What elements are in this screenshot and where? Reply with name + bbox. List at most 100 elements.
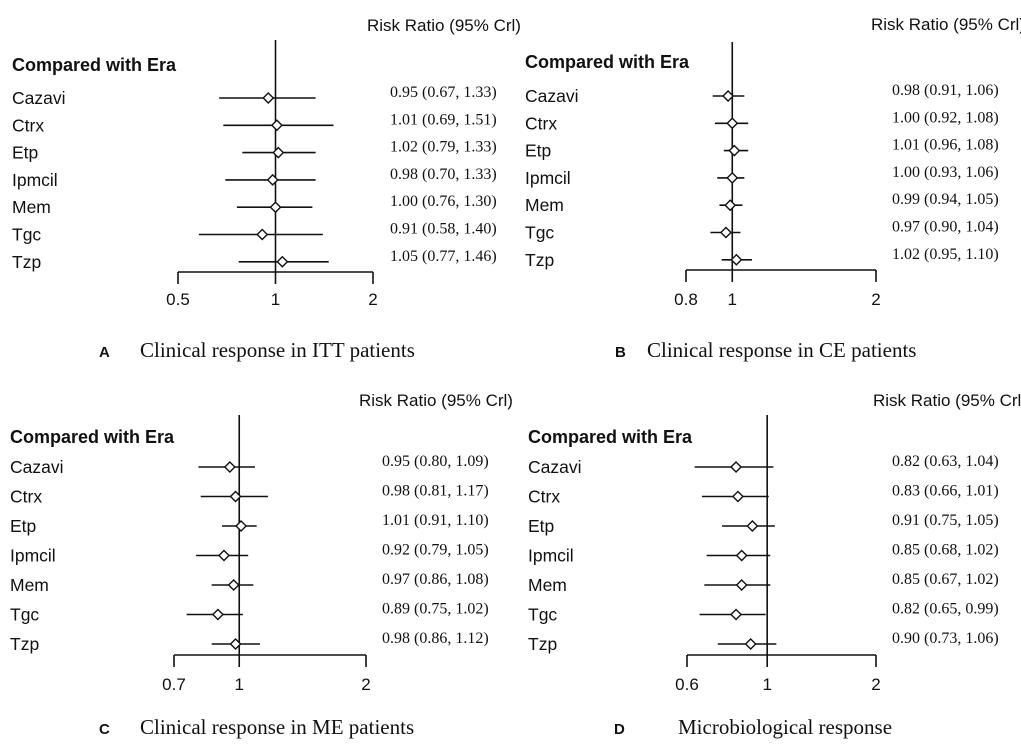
panel-caption: Microbiological response bbox=[678, 715, 892, 739]
estimate-marker bbox=[219, 551, 229, 561]
estimate-marker bbox=[729, 146, 739, 156]
estimate-marker bbox=[737, 580, 747, 590]
estimate-text: 0.98 (0.81, 1.17) bbox=[382, 483, 489, 500]
x-tick-label: 1 bbox=[271, 290, 280, 309]
panel-a: Risk Ratio (95% Crl) Compared with Era Caz… bbox=[12, 16, 521, 362]
treatment-label: Cazavi bbox=[12, 88, 66, 108]
estimate-marker bbox=[727, 118, 737, 128]
estimate-text: 0.97 (0.90, 1.04) bbox=[892, 219, 999, 236]
panel-letter: C bbox=[99, 721, 110, 738]
estimate-text: 0.90 (0.73, 1.06) bbox=[892, 630, 999, 647]
treatment-label: Ipmcil bbox=[10, 546, 56, 566]
estimate-marker bbox=[747, 521, 757, 531]
treatment-label: Etp bbox=[528, 516, 554, 536]
treatment-label: Cazavi bbox=[528, 457, 582, 477]
treatment-label: Ipmcil bbox=[12, 170, 58, 190]
panel-caption: Clinical response in CE patients bbox=[647, 338, 916, 362]
estimate-marker bbox=[229, 580, 239, 590]
estimate-text: 0.83 (0.66, 1.01) bbox=[892, 483, 999, 500]
treatment-label: Ipmcil bbox=[525, 168, 571, 188]
estimate-text: 0.82 (0.63, 1.04) bbox=[892, 453, 999, 470]
treatment-label: Cazavi bbox=[10, 457, 64, 477]
panel-caption: Clinical response in ITT patients bbox=[140, 338, 415, 362]
treatment-label: Ipmcil bbox=[528, 546, 574, 566]
estimate-text: 1.00 (0.92, 1.08) bbox=[892, 109, 999, 126]
estimate-text: 1.02 (0.95, 1.10) bbox=[892, 246, 999, 263]
panel-c: Risk Ratio (95% Crl) Compared with Era Caz… bbox=[10, 391, 513, 739]
treatment-label: Mem bbox=[525, 195, 564, 215]
estimate-text: 0.99 (0.94, 1.05) bbox=[892, 191, 999, 208]
estimate-marker bbox=[225, 462, 235, 472]
estimate-marker bbox=[272, 120, 282, 130]
x-tick-label: 2 bbox=[361, 675, 370, 694]
estimate-marker bbox=[277, 257, 287, 267]
x-tick-label: 2 bbox=[871, 290, 880, 309]
treatment-label: Ctrx bbox=[525, 113, 557, 133]
x-tick-label: 0.7 bbox=[162, 675, 186, 694]
measure-label: Risk Ratio (95% Crl) bbox=[871, 15, 1021, 34]
estimate-marker bbox=[746, 639, 756, 649]
estimate-text: 0.95 (0.67, 1.33) bbox=[390, 84, 497, 101]
estimate-marker bbox=[721, 228, 731, 238]
x-tick-label: 2 bbox=[368, 290, 377, 309]
estimate-text: 1.00 (0.93, 1.06) bbox=[892, 164, 999, 181]
panel-letter: B bbox=[615, 344, 626, 361]
estimate-marker bbox=[263, 93, 273, 103]
estimate-text: 1.05 (0.77, 1.46) bbox=[390, 248, 497, 265]
x-tick-label: 1 bbox=[234, 675, 243, 694]
estimate-marker bbox=[731, 462, 741, 472]
estimate-text: 0.98 (0.91, 1.06) bbox=[892, 82, 999, 99]
measure-label: Risk Ratio (95% Crl) bbox=[359, 391, 513, 410]
estimate-text: 0.82 (0.65, 0.99) bbox=[892, 601, 999, 618]
estimate-text: 0.89 (0.75, 1.02) bbox=[382, 601, 489, 618]
treatment-label: Etp bbox=[12, 143, 38, 163]
treatment-label: Mem bbox=[10, 575, 49, 595]
estimate-text: 0.85 (0.67, 1.02) bbox=[892, 571, 999, 588]
treatment-label: Etp bbox=[525, 141, 551, 161]
panel-b: Risk Ratio (95% Crl)Compared with EraCaz… bbox=[525, 15, 1021, 362]
estimate-marker bbox=[271, 202, 281, 212]
estimate-text: 1.02 (0.79, 1.33) bbox=[390, 139, 497, 156]
panel-letter: D bbox=[614, 721, 625, 738]
x-tick-label: 1 bbox=[762, 675, 771, 694]
estimate-text: 0.85 (0.68, 1.02) bbox=[892, 542, 999, 559]
forest-plot-figure: Risk Ratio (95% Crl) Compared with Era Caz… bbox=[0, 0, 1021, 749]
estimate-marker bbox=[731, 610, 741, 620]
estimate-text: 1.01 (0.69, 1.51) bbox=[390, 111, 497, 128]
estimate-text: 0.92 (0.79, 1.05) bbox=[382, 542, 489, 559]
treatment-label: Tzp bbox=[12, 252, 41, 272]
treatment-label: Tgc bbox=[12, 225, 41, 245]
group-header: Compared with Era bbox=[528, 427, 693, 447]
estimate-marker bbox=[727, 173, 737, 183]
estimate-text: 0.91 (0.75, 1.05) bbox=[892, 512, 999, 529]
x-tick-label: 1 bbox=[728, 290, 737, 309]
estimate-text: 0.98 (0.86, 1.12) bbox=[382, 630, 489, 647]
estimate-marker bbox=[257, 230, 267, 240]
panel-letter: A bbox=[99, 344, 110, 361]
x-tick-label: 2 bbox=[871, 675, 880, 694]
x-tick-label: 0.8 bbox=[674, 290, 698, 309]
estimate-text: 0.97 (0.86, 1.08) bbox=[382, 571, 489, 588]
treatment-label: Ctrx bbox=[12, 115, 44, 135]
panel-d: Risk Ratio (95% Crl)Compared with EraCaz… bbox=[528, 391, 1021, 739]
group-header: Compared with Era bbox=[12, 55, 177, 75]
treatment-label: Etp bbox=[10, 516, 36, 536]
treatment-label: Ctrx bbox=[10, 487, 42, 507]
treatment-label: Tzp bbox=[528, 634, 557, 654]
estimate-text: 0.98 (0.70, 1.33) bbox=[390, 166, 497, 183]
estimate-marker bbox=[737, 551, 747, 561]
estimate-text: 1.00 (0.76, 1.30) bbox=[390, 193, 497, 210]
estimate-text: 1.01 (0.96, 1.08) bbox=[892, 137, 999, 154]
treatment-label: Tgc bbox=[528, 605, 557, 625]
treatment-label: Tgc bbox=[10, 605, 39, 625]
measure-label: Risk Ratio (95% Crl) bbox=[367, 16, 521, 35]
estimate-text: 0.91 (0.58, 1.40) bbox=[390, 221, 497, 238]
x-tick-label: 0.5 bbox=[166, 290, 190, 309]
treatment-label: Tzp bbox=[10, 634, 39, 654]
treatment-label: Mem bbox=[528, 575, 567, 595]
treatment-label: Mem bbox=[12, 197, 51, 217]
estimate-marker bbox=[236, 521, 246, 531]
x-tick-label: 0.6 bbox=[675, 675, 699, 694]
group-header: Compared with Era bbox=[10, 427, 175, 447]
treatment-label: Tgc bbox=[525, 223, 554, 243]
